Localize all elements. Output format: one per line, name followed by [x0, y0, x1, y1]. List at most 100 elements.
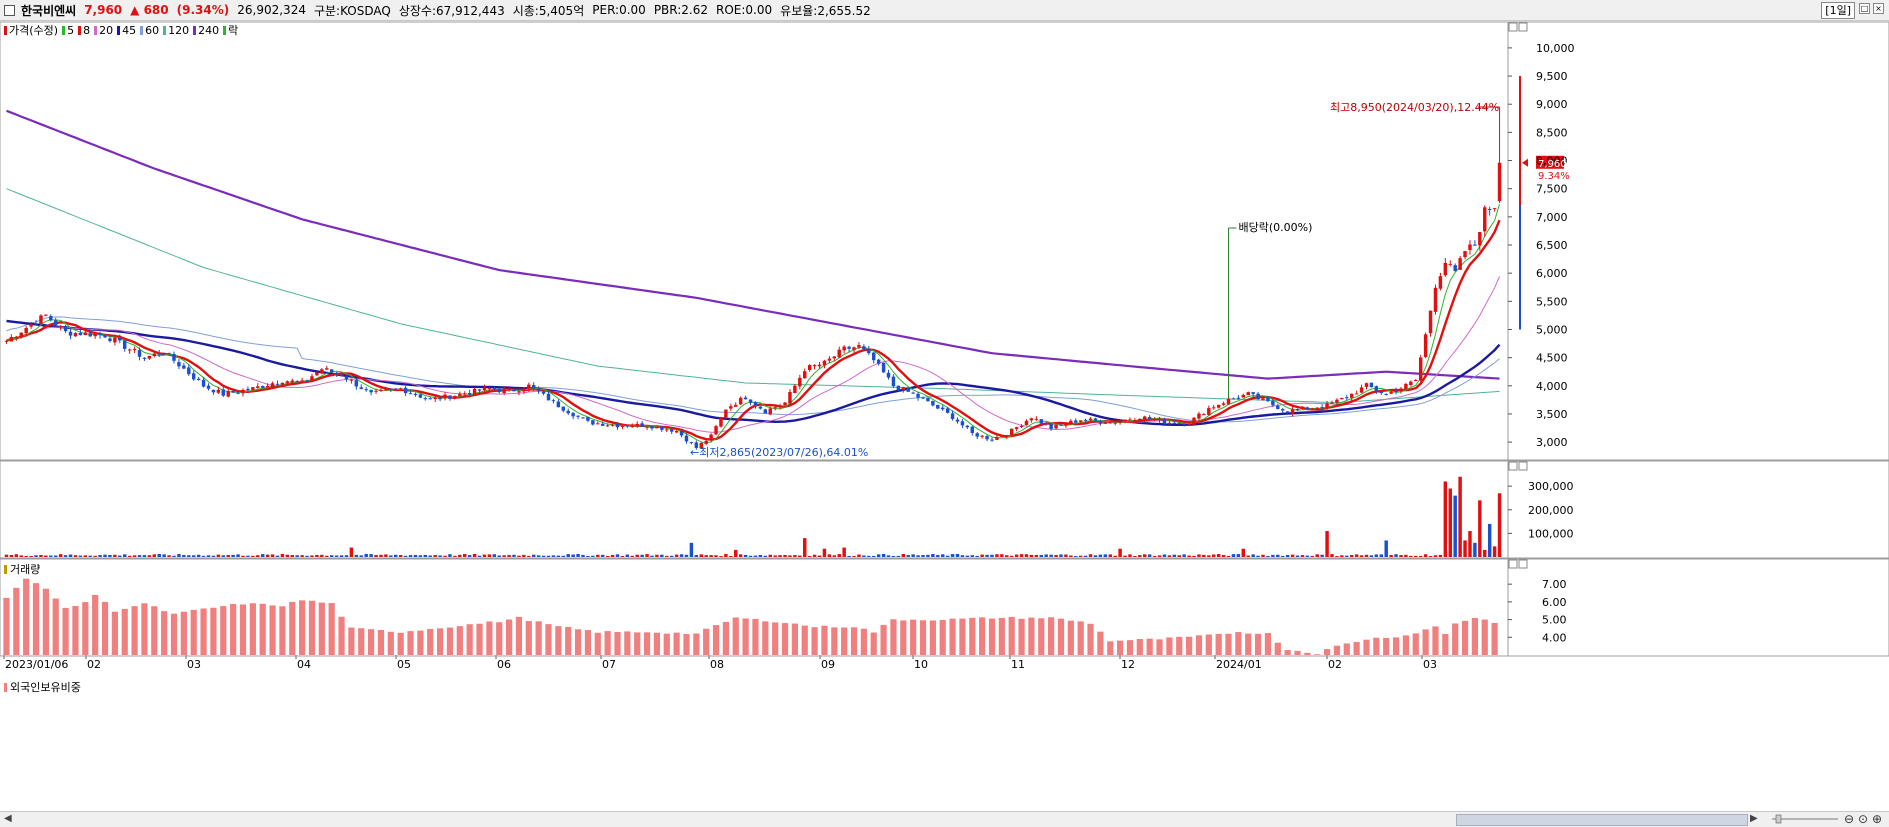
volume-bar: [630, 555, 634, 557]
close-icon[interactable]: ×: [1873, 3, 1884, 14]
foreign-bar: [289, 601, 296, 655]
candle-body: [1448, 263, 1452, 265]
volume-bar: [748, 555, 753, 557]
volume-bar: [921, 555, 925, 557]
zoom-in-icon[interactable]: ⊕: [1872, 812, 1883, 826]
foreign-bar: [988, 618, 996, 655]
zoom-out-icon[interactable]: ⊖: [1844, 812, 1855, 826]
y-tick-label: 4,000: [1536, 380, 1568, 393]
price-legend: 가격(수정) 5 8 20 45 60 120 240 락: [4, 22, 242, 38]
volume-bar: [132, 555, 137, 557]
scroll-thumb[interactable]: [1456, 814, 1748, 826]
volume-bar: [610, 554, 615, 557]
volume-bar: [423, 554, 428, 557]
volume-bar: [305, 555, 309, 557]
legend-item[interactable]: 60: [140, 22, 159, 38]
volume-bar: [487, 554, 492, 557]
scroll-left-icon[interactable]: ◀: [4, 813, 12, 824]
foreign-bar: [1057, 618, 1065, 655]
foreign-bar: [1205, 634, 1212, 655]
volume-bar: [950, 554, 955, 557]
volume-bar: [926, 554, 930, 557]
candle-body: [906, 388, 910, 392]
candle-body: [1428, 310, 1433, 334]
volume-bar: [49, 555, 53, 557]
volume-bar: [408, 555, 413, 557]
foreign-bar: [1422, 629, 1429, 655]
foreign-bar: [772, 622, 779, 655]
legend-item[interactable]: 120: [163, 22, 189, 38]
volume-bar: [127, 555, 132, 557]
volume-bar: [1064, 554, 1068, 557]
chart-scrollbar[interactable]: ◀ ▶ ⊖ ⊙ ⊕: [0, 811, 1889, 827]
candle-body: [788, 392, 792, 404]
legend-item[interactable]: 가격(수정): [4, 22, 58, 38]
zoom-slider[interactable]: [1770, 814, 1840, 824]
volume-bar: [1162, 554, 1167, 557]
zoom-reset-icon[interactable]: ⊙: [1858, 812, 1869, 826]
legend-item[interactable]: 240: [193, 22, 219, 38]
candle-body: [753, 402, 758, 406]
volume-bar: [280, 553, 285, 557]
candle-body: [867, 349, 871, 354]
volume-bar: [379, 554, 383, 557]
volume-bar: [1423, 554, 1428, 557]
candle-body: [556, 401, 561, 408]
volume-bar: [1404, 554, 1408, 557]
legend-item[interactable]: 락: [223, 22, 238, 38]
candle-body: [374, 390, 378, 392]
legend-item[interactable]: 5: [62, 22, 74, 38]
legend-swatch: [193, 25, 197, 35]
volume-bar: [1359, 555, 1364, 557]
volume-bar: [458, 554, 462, 557]
foreign-bar: [1363, 639, 1370, 655]
foreign-bar: [683, 634, 690, 655]
volume-bar: [901, 554, 906, 557]
volume-bar: [571, 554, 575, 557]
price-change-pct: (9.34%): [176, 3, 230, 17]
candle-body: [49, 316, 53, 321]
legend-label: 120: [168, 23, 190, 37]
volume-bar: [1414, 555, 1418, 557]
legend-item[interactable]: 8: [78, 22, 90, 38]
candle-body: [1177, 422, 1181, 424]
foreign-bar: [1038, 618, 1045, 655]
candle-body: [1083, 419, 1088, 421]
candle-body: [541, 391, 546, 394]
foreign-bar: [42, 588, 49, 655]
foreign-bar: [486, 621, 493, 655]
volume-bar: [19, 555, 23, 557]
candle-body: [310, 376, 314, 381]
period-button[interactable]: [1일]: [1821, 2, 1855, 19]
volume-bar: [256, 555, 260, 557]
volume-bar: [1409, 555, 1413, 557]
foreign-bar: [979, 617, 986, 655]
symbol-checkbox[interactable]: [4, 4, 15, 16]
candle-body: [1078, 420, 1083, 422]
candle-body: [531, 385, 536, 388]
candle-body: [536, 389, 541, 392]
volume-bar: [1241, 548, 1246, 557]
foreign-bar: [565, 626, 572, 655]
candle-body: [1221, 403, 1226, 405]
legend-item[interactable]: 20: [94, 22, 113, 38]
ma240-line: [6, 109, 1500, 380]
volume-bar: [522, 554, 526, 557]
volume-bar: [729, 555, 733, 557]
volume-bar: [1187, 555, 1191, 557]
candle-body: [1271, 401, 1275, 406]
candle-body: [1197, 413, 1201, 419]
volume-bar: [1433, 555, 1438, 557]
volume-bar: [1246, 555, 1250, 557]
volume-bar: [1093, 555, 1098, 557]
legend-item[interactable]: 45: [117, 22, 136, 38]
candle-body: [182, 365, 186, 369]
candle-body: [1330, 402, 1334, 404]
volume-bar: [605, 555, 610, 557]
foreign-bar: [821, 625, 828, 655]
candle-body: [1463, 251, 1467, 258]
volume-bar: [625, 554, 630, 557]
scroll-right-icon[interactable]: ▶: [1750, 813, 1758, 824]
restore-icon[interactable]: □: [1859, 3, 1870, 14]
